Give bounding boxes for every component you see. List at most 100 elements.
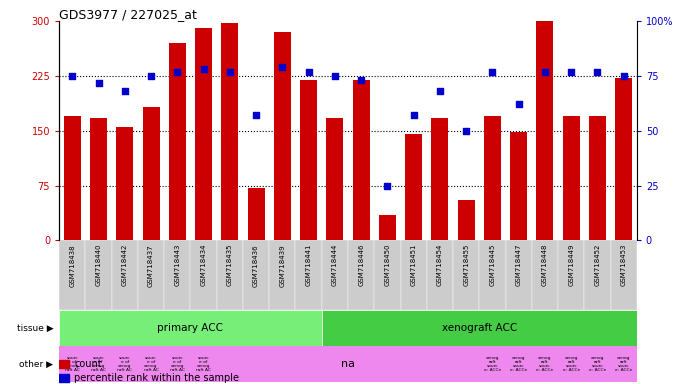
- Text: GSM718442: GSM718442: [122, 244, 128, 286]
- Point: [382, 182, 393, 189]
- Point: [434, 88, 445, 94]
- Text: GSM718437: GSM718437: [148, 244, 154, 286]
- Bar: [537, 0, 553, 240]
- Text: xenograft ACC: xenograft ACC: [442, 323, 517, 333]
- Text: sourc
e of
xenog
raft AC: sourc e of xenog raft AC: [118, 356, 132, 372]
- Bar: [191, 240, 216, 310]
- Text: primary ACC: primary ACC: [157, 323, 223, 333]
- Bar: [379, 215, 396, 240]
- Text: GSM718441: GSM718441: [306, 244, 312, 286]
- Bar: [322, 310, 637, 346]
- Text: GSM718452: GSM718452: [594, 244, 601, 286]
- Text: count: count: [74, 359, 102, 369]
- Text: tissue ▶: tissue ▶: [17, 324, 54, 333]
- Text: xenog
raft
sourc
e: ACCe: xenog raft sourc e: ACCe: [510, 356, 528, 372]
- Point: [618, 73, 629, 79]
- Bar: [59, 310, 322, 346]
- Bar: [274, 32, 291, 240]
- Text: xenog
raft
sourc
e: ACCe: xenog raft sourc e: ACCe: [589, 356, 606, 372]
- Point: [172, 68, 183, 74]
- Bar: [585, 240, 610, 310]
- Bar: [64, 116, 81, 240]
- Text: GSM718444: GSM718444: [332, 244, 338, 286]
- Bar: [300, 79, 317, 240]
- Bar: [505, 240, 532, 310]
- Bar: [484, 116, 501, 240]
- Point: [539, 68, 551, 74]
- Bar: [216, 240, 243, 310]
- Text: sourc
e of
xenog
raft AC: sourc e of xenog raft AC: [196, 356, 211, 372]
- Bar: [269, 240, 296, 310]
- Point: [67, 73, 78, 79]
- Bar: [610, 240, 637, 310]
- Text: na: na: [341, 359, 355, 369]
- Text: xenog
raft
sourc
e: ACCe: xenog raft sourc e: ACCe: [537, 356, 553, 372]
- Point: [251, 113, 262, 119]
- Point: [408, 113, 419, 119]
- Bar: [221, 23, 238, 240]
- Text: xenog
raft
sourc
e: ACCe: xenog raft sourc e: ACCe: [484, 356, 501, 372]
- Bar: [427, 240, 453, 310]
- Point: [145, 73, 157, 79]
- Bar: [589, 116, 606, 240]
- Text: percentile rank within the sample: percentile rank within the sample: [74, 373, 239, 383]
- Bar: [164, 240, 191, 310]
- Bar: [169, 43, 186, 240]
- Bar: [432, 118, 448, 240]
- Text: other ▶: other ▶: [19, 360, 54, 369]
- Text: sourc
e of
xenog
raft AC: sourc e of xenog raft AC: [65, 356, 80, 372]
- Text: GSM718454: GSM718454: [437, 244, 443, 286]
- Bar: [562, 116, 580, 240]
- Point: [487, 68, 498, 74]
- Text: GSM718453: GSM718453: [621, 244, 626, 286]
- Text: GSM718446: GSM718446: [358, 244, 364, 286]
- Bar: [59, 360, 69, 368]
- Text: GSM718450: GSM718450: [384, 244, 390, 286]
- Bar: [322, 240, 348, 310]
- Point: [329, 73, 340, 79]
- Text: sourc
e of
xenog
raft AC: sourc e of xenog raft AC: [91, 356, 106, 372]
- Bar: [326, 118, 343, 240]
- Point: [224, 68, 235, 74]
- Bar: [195, 28, 212, 240]
- Bar: [353, 79, 370, 240]
- Bar: [348, 240, 374, 310]
- Bar: [143, 107, 159, 240]
- Bar: [510, 132, 527, 240]
- Point: [356, 77, 367, 83]
- Text: sourc
e of
xenog
raft AC: sourc e of xenog raft AC: [170, 356, 184, 372]
- Text: xenog
raft
sourc
e: ACCe: xenog raft sourc e: ACCe: [562, 356, 580, 372]
- Text: GSM718434: GSM718434: [200, 244, 207, 286]
- Text: GSM718439: GSM718439: [279, 244, 285, 286]
- Text: GSM718449: GSM718449: [568, 244, 574, 286]
- Point: [119, 88, 130, 94]
- Text: GSM718435: GSM718435: [227, 244, 233, 286]
- Text: GSM718440: GSM718440: [95, 244, 102, 286]
- Bar: [615, 78, 632, 240]
- Bar: [59, 374, 69, 382]
- Text: GSM718438: GSM718438: [70, 244, 75, 286]
- Bar: [86, 240, 111, 310]
- Point: [461, 128, 472, 134]
- Point: [566, 68, 577, 74]
- Bar: [532, 240, 558, 310]
- Bar: [248, 188, 264, 240]
- Bar: [111, 240, 138, 310]
- Bar: [458, 200, 475, 240]
- Bar: [296, 240, 322, 310]
- Point: [93, 79, 104, 86]
- Text: GSM718448: GSM718448: [542, 244, 548, 286]
- Bar: [90, 118, 107, 240]
- Text: sourc
e of
xenog
raft AC: sourc e of xenog raft AC: [143, 356, 159, 372]
- Bar: [116, 127, 134, 240]
- Text: GSM718445: GSM718445: [489, 244, 496, 286]
- Point: [513, 101, 524, 108]
- Point: [277, 64, 288, 70]
- Bar: [405, 134, 422, 240]
- Bar: [558, 240, 585, 310]
- Bar: [400, 240, 427, 310]
- Bar: [374, 240, 400, 310]
- Bar: [138, 240, 164, 310]
- Text: GDS3977 / 227025_at: GDS3977 / 227025_at: [59, 8, 197, 21]
- Bar: [243, 240, 269, 310]
